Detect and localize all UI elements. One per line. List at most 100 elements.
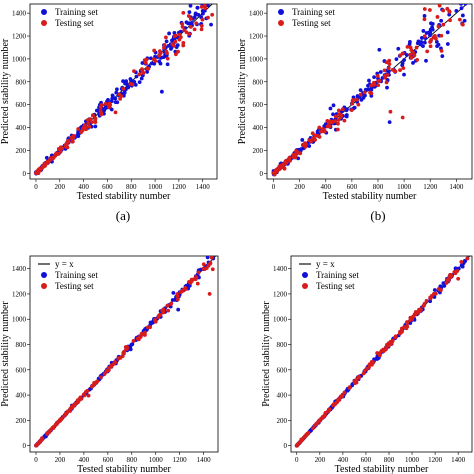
testing-point	[386, 343, 391, 348]
y-tick-label: 200	[277, 417, 288, 425]
testing-point	[201, 262, 206, 267]
legend-dot-swatch	[302, 272, 308, 278]
training-point	[201, 11, 205, 16]
testing-point	[437, 4, 442, 8]
x-tick-label: 200	[55, 456, 66, 464]
training-point	[158, 61, 163, 66]
training-point	[358, 88, 363, 93]
training-point	[449, 0, 453, 3]
testing-point	[327, 121, 332, 126]
testing-point	[409, 55, 414, 60]
testing-point	[433, 33, 437, 38]
y-tick-label: 400	[16, 124, 27, 132]
testing-point	[165, 51, 169, 56]
testing-point	[333, 401, 338, 406]
testing-point	[291, 153, 296, 157]
testing-point	[365, 366, 369, 371]
training-point	[124, 79, 129, 84]
testing-point	[93, 380, 98, 385]
x-axis-label: Tested stability number	[323, 191, 417, 202]
testing-point	[448, 275, 453, 280]
y-axis-label: Predicted stability number	[0, 301, 11, 407]
testing-point	[70, 139, 75, 144]
testing-point	[314, 421, 319, 426]
training-point	[438, 284, 443, 289]
y-tick-label: 600	[277, 366, 288, 374]
training-point	[378, 70, 383, 74]
testing-point	[287, 155, 292, 160]
y-tick-label: 400	[16, 392, 27, 400]
testing-point	[305, 431, 310, 436]
testing-point	[448, 18, 452, 23]
y-tick-label: 600	[16, 101, 27, 109]
x-tick-label: 400	[78, 183, 89, 191]
testing-point	[336, 118, 341, 122]
testing-point	[206, 15, 210, 20]
y-tick-label: 0	[23, 442, 27, 450]
training-point	[366, 83, 370, 88]
y-axis-label: Predicted stability number	[261, 301, 272, 407]
testing-point	[180, 24, 185, 29]
testing-point	[51, 425, 55, 430]
training-point	[396, 46, 401, 51]
testing-point	[187, 32, 192, 36]
testing-point	[333, 119, 338, 123]
testing-point	[370, 362, 374, 367]
testing-point	[386, 66, 391, 71]
testing-point	[194, 21, 199, 26]
testing-point	[173, 52, 178, 57]
y-tick-label: 1400	[273, 265, 288, 273]
testing-point	[130, 82, 135, 87]
y-tick-label: 800	[277, 341, 288, 349]
testing-point	[208, 261, 213, 265]
testing-point	[70, 404, 74, 409]
testing-point	[202, 267, 207, 271]
testing-point	[175, 292, 180, 296]
testing-point	[165, 303, 170, 308]
testing-point	[122, 349, 126, 354]
x-tick-label: 800	[127, 456, 138, 464]
testing-point	[210, 12, 215, 17]
testing-point	[56, 147, 61, 151]
testing-point	[207, 292, 212, 296]
x-tick-label: 0	[272, 183, 276, 191]
testing-point	[405, 44, 410, 49]
x-tick-label: 1000	[149, 456, 164, 464]
legend-line-entry: y = x	[55, 259, 74, 269]
testing-point	[414, 45, 419, 50]
testing-point	[84, 389, 88, 394]
training-point	[166, 44, 171, 48]
testing-point	[89, 384, 94, 389]
testing-point	[145, 66, 150, 71]
testing-point	[313, 137, 317, 142]
x-tick-label: 1200	[423, 183, 438, 191]
training-point	[140, 61, 145, 65]
testing-point	[199, 27, 204, 32]
training-point	[134, 74, 139, 79]
training-point	[462, 18, 467, 23]
training-point	[145, 70, 149, 74]
panel-2: 0 200 400 600 800 1000 1200 1400 0 200 400 600 800 10…	[237, 0, 473, 223]
testing-point	[189, 279, 194, 284]
training-point	[355, 94, 360, 98]
training-point	[137, 80, 142, 85]
testing-point	[157, 53, 162, 57]
testing-point	[342, 390, 347, 395]
testing-point	[342, 118, 347, 123]
testing-point	[182, 28, 187, 33]
x-tick-label: 1400	[449, 183, 464, 191]
training-point	[150, 321, 154, 325]
testing-point	[320, 129, 324, 134]
training-point	[394, 57, 399, 62]
training-point	[307, 144, 312, 148]
training-point	[76, 130, 81, 134]
testing-point	[340, 107, 345, 112]
testing-point	[299, 437, 304, 442]
testing-point	[441, 22, 446, 27]
x-tick-label: 600	[102, 183, 113, 191]
testing-point	[404, 326, 409, 331]
training-point	[402, 58, 407, 62]
